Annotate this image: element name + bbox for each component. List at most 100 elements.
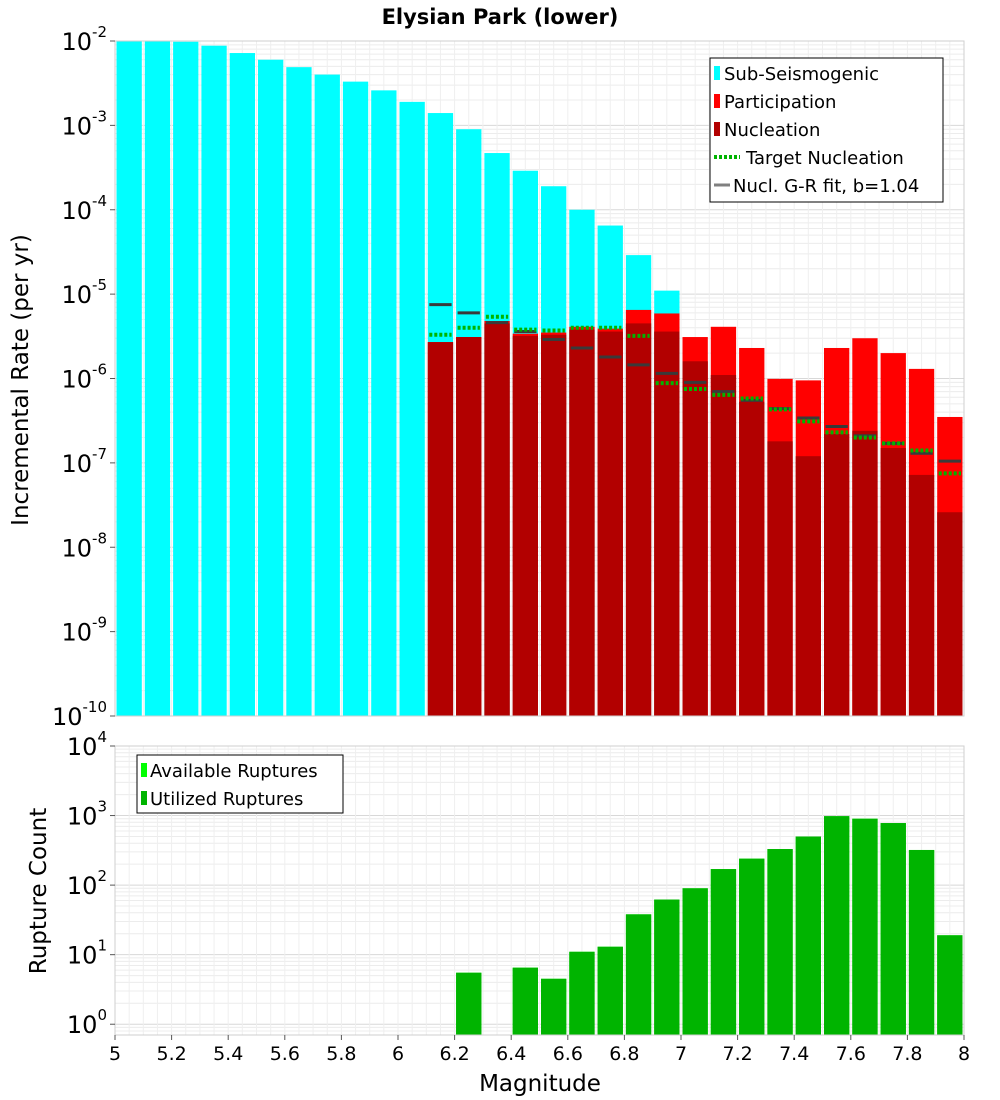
bar-nucleation	[937, 512, 963, 716]
bar-utilized-ruptures	[880, 823, 906, 1035]
bar-utilized-ruptures	[852, 818, 878, 1035]
bar-sub-seismogenic	[258, 59, 284, 716]
x-tick-label: 7.6	[836, 1043, 866, 1065]
y-tick-exponent: -9	[92, 614, 107, 632]
legend-label-nucleation: Nucleation	[724, 120, 820, 141]
y-tick-base: 10	[67, 942, 98, 970]
x-tick-label: 6	[392, 1043, 404, 1065]
rate-y-ticks: 10-210-310-410-510-610-710-810-910-10	[52, 23, 115, 731]
bar-sub-seismogenic	[229, 53, 255, 716]
x-tick-label: 5.6	[270, 1043, 300, 1065]
bar-nucleation	[767, 441, 793, 716]
bar-nucleation	[654, 331, 680, 716]
bar-sub-seismogenic	[314, 74, 340, 717]
y-tick-base: 10	[61, 112, 92, 140]
y-tick-label: 10-4	[61, 192, 107, 225]
y-tick-exponent: -10	[83, 698, 108, 716]
bar-nucleation	[484, 323, 510, 716]
x-tick-label: 5.4	[213, 1043, 243, 1065]
y-tick-base: 10	[67, 872, 98, 900]
legend-label-sub-seismogenic: Sub-Seismogenic	[724, 64, 879, 85]
y-tick-base: 10	[52, 703, 83, 731]
legend-label-available-ruptures: Available Ruptures	[150, 761, 318, 782]
y-tick-label: 10-6	[61, 361, 107, 394]
x-tick-label: 8	[958, 1043, 970, 1065]
y-tick-exponent: -3	[92, 107, 107, 125]
bar-sub-seismogenic	[201, 45, 227, 717]
y-tick-label: 102	[67, 867, 107, 900]
count-legend-box	[136, 754, 344, 814]
y-tick-base: 10	[67, 1011, 98, 1039]
y-tick-exponent: -5	[92, 276, 107, 294]
bar-utilized-ruptures	[908, 849, 935, 1035]
y-tick-label: 10-8	[61, 529, 107, 562]
y-tick-exponent: -4	[92, 192, 107, 210]
y-tick-exponent: 4	[97, 728, 107, 746]
bar-nucleation	[880, 448, 906, 716]
rate-legend: Sub-Seismogenic Participation Nucleation…	[709, 57, 944, 203]
y-tick-label: 10-2	[61, 23, 107, 56]
bar-nucleation	[682, 361, 708, 716]
y-tick-exponent: 0	[97, 1006, 107, 1024]
legend-label-participation: Participation	[724, 92, 836, 113]
y-tick-label: 101	[67, 937, 107, 970]
x-tick-label: 7.8	[892, 1043, 922, 1065]
x-tick-label: 5	[109, 1043, 121, 1065]
bar-nucleation	[456, 337, 482, 716]
bar-sub-seismogenic	[399, 101, 425, 716]
legend-swatch-available-ruptures	[141, 763, 147, 777]
bar-nucleation	[569, 329, 595, 716]
bar-utilized-ruptures	[682, 888, 708, 1035]
y-tick-base: 10	[61, 366, 92, 394]
x-tick-label: 6.4	[496, 1043, 526, 1065]
bar-utilized-ruptures	[597, 946, 623, 1035]
bar-sub-seismogenic	[173, 41, 199, 717]
x-tick-label: 7.4	[779, 1043, 809, 1065]
y-tick-label: 10-5	[61, 276, 107, 309]
y-tick-exponent: -2	[92, 23, 107, 41]
rate-bars	[116, 41, 963, 717]
x-tick-label: 6.2	[439, 1043, 469, 1065]
y-tick-exponent: 2	[97, 867, 107, 885]
legend-label-target-nucleation: Target Nucleation	[745, 148, 904, 169]
bar-utilized-ruptures	[795, 836, 821, 1035]
bar-sub-seismogenic	[286, 67, 312, 716]
y-tick-exponent: -8	[92, 529, 107, 547]
y-tick-label: 10-10	[52, 698, 107, 731]
y-tick-base: 10	[67, 733, 98, 761]
legend-swatch-sub-seismogenic	[714, 66, 720, 80]
bar-utilized-ruptures	[654, 899, 680, 1035]
x-tick-label: 7	[675, 1043, 687, 1065]
y-tick-base: 10	[61, 450, 92, 478]
y-tick-base: 10	[61, 534, 92, 562]
x-tick-label: 6.6	[553, 1043, 583, 1065]
count-plot-frame	[114, 745, 965, 1036]
bar-utilized-ruptures	[541, 978, 567, 1035]
bar-utilized-ruptures	[512, 967, 538, 1035]
y-tick-label: 103	[67, 798, 107, 831]
y-tick-exponent: -6	[92, 361, 107, 379]
x-tick-label: 6.8	[609, 1043, 639, 1065]
bar-sub-seismogenic	[116, 41, 142, 716]
legend-swatch-participation	[714, 94, 720, 108]
bar-sub-seismogenic	[371, 90, 397, 716]
y-tick-base: 10	[61, 619, 92, 647]
legend-swatch-utilized-ruptures	[141, 791, 147, 805]
bar-utilized-ruptures	[739, 858, 765, 1035]
bar-sub-seismogenic	[342, 81, 369, 717]
y-tick-label: 100	[67, 1006, 107, 1039]
bar-utilized-ruptures	[710, 869, 737, 1035]
legend-label-utilized-ruptures: Utilized Ruptures	[150, 789, 303, 810]
x-axis-label: Magnitude	[479, 1071, 601, 1097]
bar-nucleation	[908, 474, 935, 716]
bar-nucleation	[824, 433, 850, 716]
y-tick-exponent: -7	[92, 445, 107, 463]
y-tick-label: 10-9	[61, 614, 107, 647]
y-tick-base: 10	[61, 197, 92, 225]
rate-lines	[429, 303, 961, 476]
legend-swatch-nucleation	[714, 122, 720, 136]
bar-nucleation	[427, 342, 454, 716]
bar-nucleation	[625, 323, 652, 716]
